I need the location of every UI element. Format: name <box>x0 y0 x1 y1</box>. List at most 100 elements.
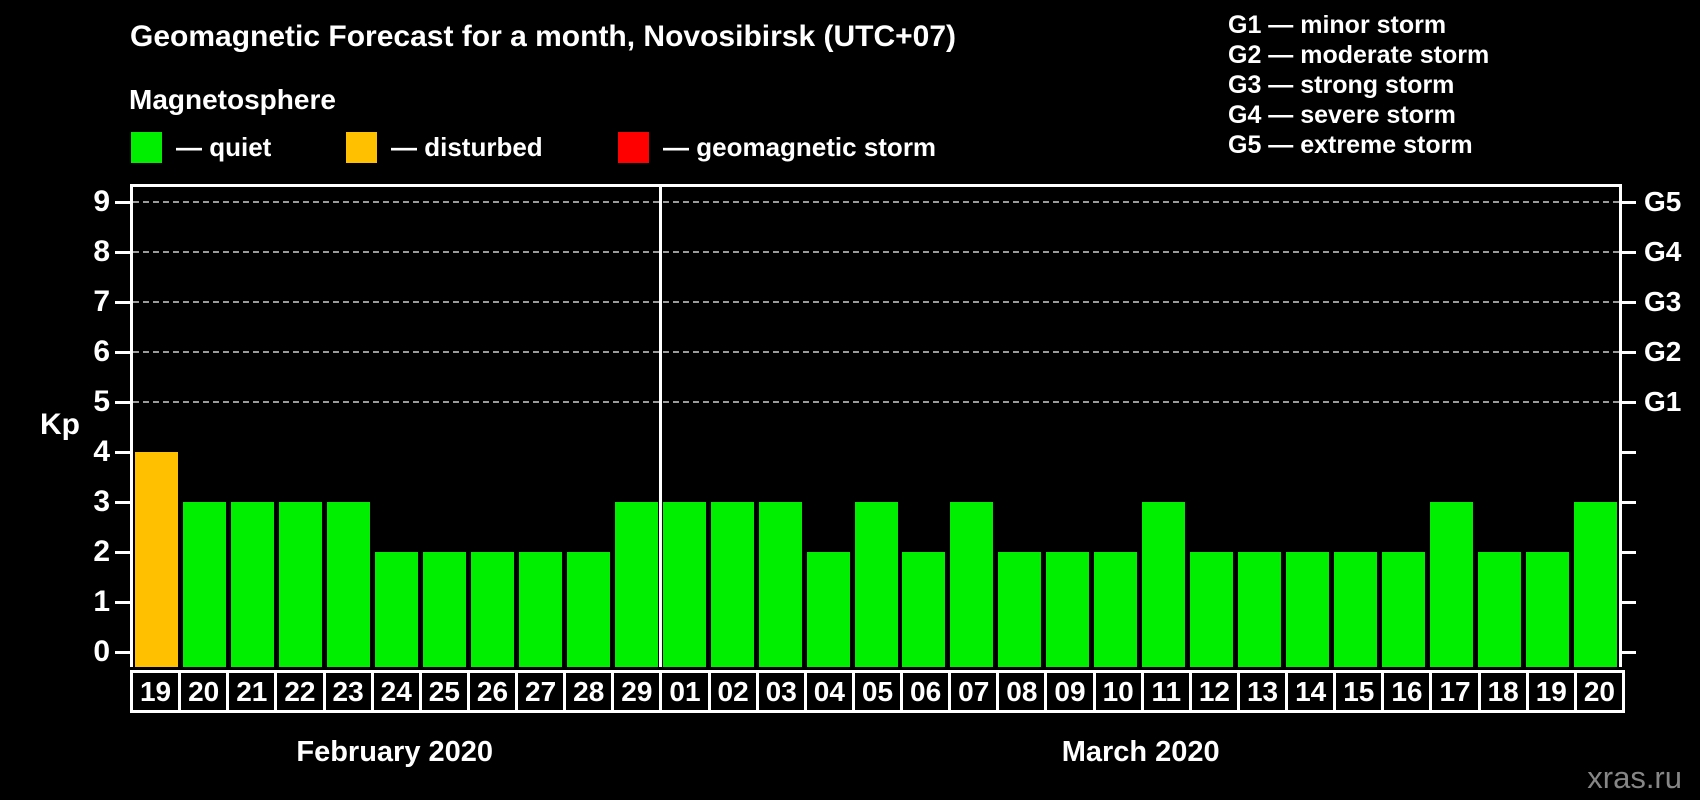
left-tick-5 <box>115 400 130 404</box>
left-tick-3 <box>115 500 130 504</box>
month-divider <box>658 187 662 667</box>
day-label-20: 20 <box>1573 670 1625 713</box>
day-label-09: 09 <box>1044 670 1096 713</box>
day-label-17: 17 <box>1429 670 1481 713</box>
y-tick-label-2: 2 <box>93 535 110 568</box>
kp-bar-16 <box>1381 552 1425 667</box>
day-label-23: 23 <box>322 670 374 713</box>
gridline-kp5 <box>133 401 1619 403</box>
right-axis-label-G3: G3 <box>1644 286 1682 317</box>
day-label-22: 22 <box>274 670 326 713</box>
left-tick-8 <box>115 250 130 254</box>
kp-bar-20 <box>1573 502 1617 667</box>
y-tick-label-1: 1 <box>93 585 110 618</box>
storm-scale-legend: G1 — minor storm G2 — moderate storm G3 — … <box>1228 10 1489 160</box>
watermark: xras.ru <box>1587 760 1682 795</box>
plot-area <box>133 187 1619 667</box>
magnetosphere-legend: — quiet — disturbed — geomagnetic storm <box>0 131 1700 167</box>
legend-label-storm: — geomagnetic storm <box>663 132 937 162</box>
magnetosphere-subtitle: Magnetosphere <box>129 84 336 115</box>
day-label-18: 18 <box>1477 670 1529 713</box>
kp-bar-27 <box>518 552 562 667</box>
right-tick-3 <box>1622 500 1636 504</box>
kp-bar-29 <box>614 502 658 667</box>
right-tick-9 <box>1622 200 1636 204</box>
y-tick-label-8: 8 <box>93 235 110 268</box>
left-tick-2 <box>115 550 130 554</box>
kp-bar-11 <box>1142 502 1186 667</box>
left-tick-7 <box>115 300 130 304</box>
left-tick-4 <box>115 450 130 454</box>
day-label-25: 25 <box>418 670 470 713</box>
day-label-19: 19 <box>130 670 182 713</box>
kp-bar-17 <box>1429 502 1473 667</box>
day-label-20: 20 <box>178 670 230 713</box>
kp-bar-26 <box>471 552 515 667</box>
storm-scale-G1: G1 — minor storm <box>1228 11 1447 39</box>
right-axis-label-G5: G5 <box>1644 186 1682 217</box>
day-label-03: 03 <box>755 670 807 713</box>
kp-bar-06 <box>902 552 946 667</box>
day-label-21: 21 <box>226 670 278 713</box>
month-label-0: February 2020 <box>296 736 494 768</box>
left-tick-9 <box>115 200 130 204</box>
y-tick-label-7: 7 <box>93 285 110 318</box>
legend-item-disturbed: — disturbed <box>346 131 543 164</box>
day-label-24: 24 <box>370 670 422 713</box>
right-axis-label-G1: G1 <box>1644 386 1682 417</box>
y-axis-title: Kp <box>40 408 80 441</box>
kp-bar-10 <box>1094 552 1138 667</box>
right-tick-0 <box>1622 650 1636 654</box>
month-label-1: March 2020 <box>1061 736 1220 768</box>
day-label-11: 11 <box>1140 670 1192 713</box>
legend-label-quiet: — quiet <box>176 132 272 162</box>
kp-bar-19 <box>1525 552 1569 667</box>
right-tick-6 <box>1622 350 1636 354</box>
kp-bar-15 <box>1333 552 1377 667</box>
right-axis-label-G4: G4 <box>1644 236 1682 267</box>
storm-scale-G5: G5 — extreme storm <box>1228 131 1473 159</box>
kp-bar-01 <box>662 502 706 667</box>
left-tick-6 <box>115 350 130 354</box>
kp-bar-23 <box>327 502 371 667</box>
storm-scale-G4: G4 — severe storm <box>1228 101 1456 129</box>
y-tick-label-3: 3 <box>93 485 110 518</box>
kp-bar-08 <box>998 552 1042 667</box>
legend-item-storm: — geomagnetic storm <box>618 131 936 164</box>
right-tick-1 <box>1622 600 1636 604</box>
day-label-16: 16 <box>1381 670 1433 713</box>
day-label-05: 05 <box>851 670 904 713</box>
day-label-12: 12 <box>1188 670 1240 713</box>
kp-bar-22 <box>279 502 323 667</box>
day-label-29: 29 <box>611 670 663 713</box>
kp-bar-18 <box>1477 552 1521 667</box>
storm-scale-G3: G3 — strong storm <box>1228 71 1455 99</box>
kp-bar-24 <box>375 552 419 667</box>
day-label-14: 14 <box>1285 670 1337 713</box>
left-tick-1 <box>115 600 130 604</box>
page-title: Geomagnetic Forecast for a month, Novosi… <box>130 20 957 53</box>
day-label-02: 02 <box>707 670 759 713</box>
gridline-kp8 <box>133 251 1619 253</box>
y-tick-label-0: 0 <box>93 635 110 668</box>
right-tick-2 <box>1622 550 1636 554</box>
disturbed-swatch <box>346 132 377 163</box>
day-label-07: 07 <box>948 670 1000 713</box>
day-label-28: 28 <box>563 670 615 713</box>
kp-bar-12 <box>1190 552 1234 667</box>
day-label-10: 10 <box>1092 670 1144 713</box>
y-tick-label-9: 9 <box>93 185 110 218</box>
kp-bar-02 <box>710 502 754 667</box>
kp-bar-13 <box>1237 552 1281 667</box>
right-axis-label-G2: G2 <box>1644 336 1682 367</box>
day-label-04: 04 <box>803 670 855 713</box>
right-tick-5 <box>1622 400 1636 404</box>
kp-bar-04 <box>806 552 850 667</box>
day-label-26: 26 <box>466 670 519 713</box>
day-label-13: 13 <box>1236 670 1289 713</box>
y-tick-label-4: 4 <box>93 435 110 468</box>
kp-bar-28 <box>566 552 610 667</box>
right-tick-4 <box>1622 450 1636 454</box>
quiet-swatch <box>131 132 162 163</box>
